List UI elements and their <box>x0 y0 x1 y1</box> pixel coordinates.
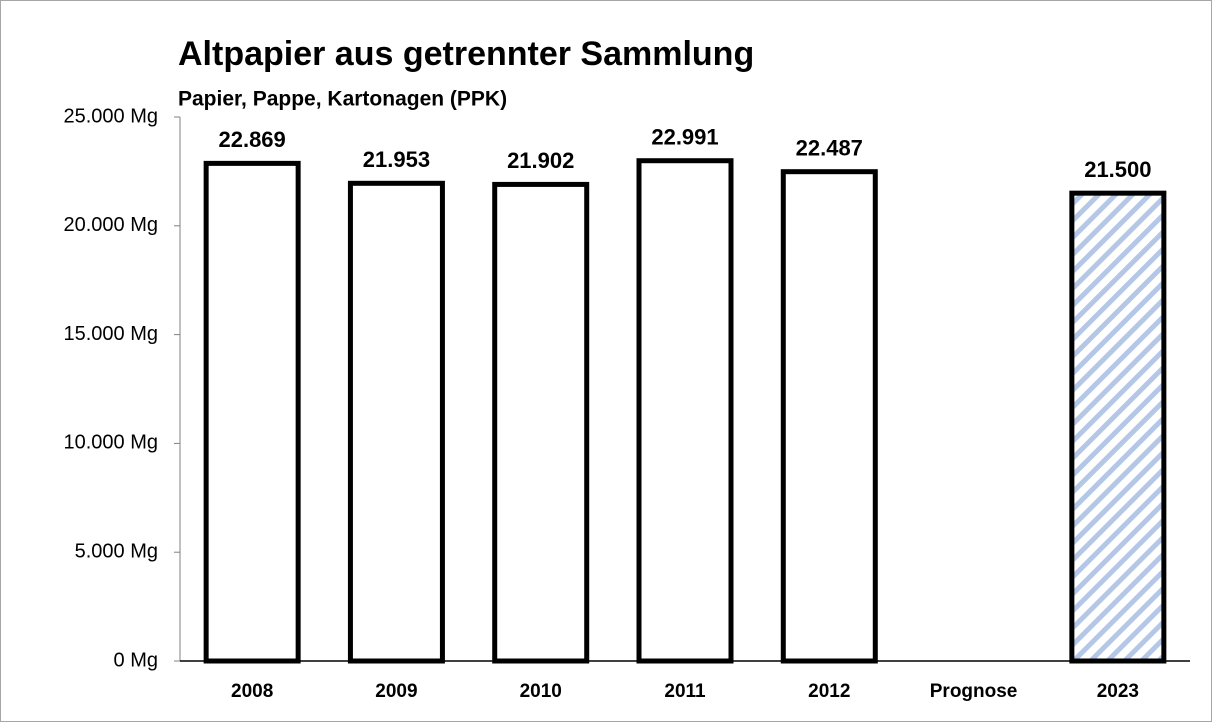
value-label: 22.487 <box>796 135 863 160</box>
x-tick-label: 2008 <box>231 681 273 702</box>
value-label: 21.953 <box>363 147 430 172</box>
y-tick-label: 5.000 Mg <box>75 540 158 562</box>
chart: Altpapier aus getrennter Sammlung Papier… <box>0 0 1212 722</box>
value-label: 22.991 <box>651 125 718 150</box>
x-tick-label: 2009 <box>375 681 417 702</box>
bar <box>1072 193 1164 661</box>
y-tick-label: 20.000 Mg <box>63 214 158 236</box>
value-label: 21.500 <box>1084 157 1151 182</box>
bar <box>206 163 298 661</box>
value-label: 22.869 <box>218 127 285 152</box>
y-tick-label: 10.000 Mg <box>63 432 158 454</box>
y-tick-label: 25.000 Mg <box>63 105 158 127</box>
chart-subtitle: Papier, Pappe, Kartonagen (PPK) <box>178 88 507 111</box>
bar <box>350 183 442 661</box>
value-label: 21.902 <box>507 148 574 173</box>
bar <box>495 184 587 661</box>
x-tick-label: Prognose <box>930 681 1018 702</box>
chart-title: Altpapier aus getrennter Sammlung <box>178 35 754 73</box>
x-tick-label: 2012 <box>808 681 850 702</box>
x-tick-label: 2011 <box>664 681 706 702</box>
x-tick-label: 2023 <box>1097 681 1139 702</box>
x-tick-label: 2010 <box>520 681 562 702</box>
bar <box>639 161 731 661</box>
y-tick-label: 0 Mg <box>114 649 158 671</box>
bar <box>783 172 875 661</box>
y-tick-label: 15.000 Mg <box>63 323 158 345</box>
